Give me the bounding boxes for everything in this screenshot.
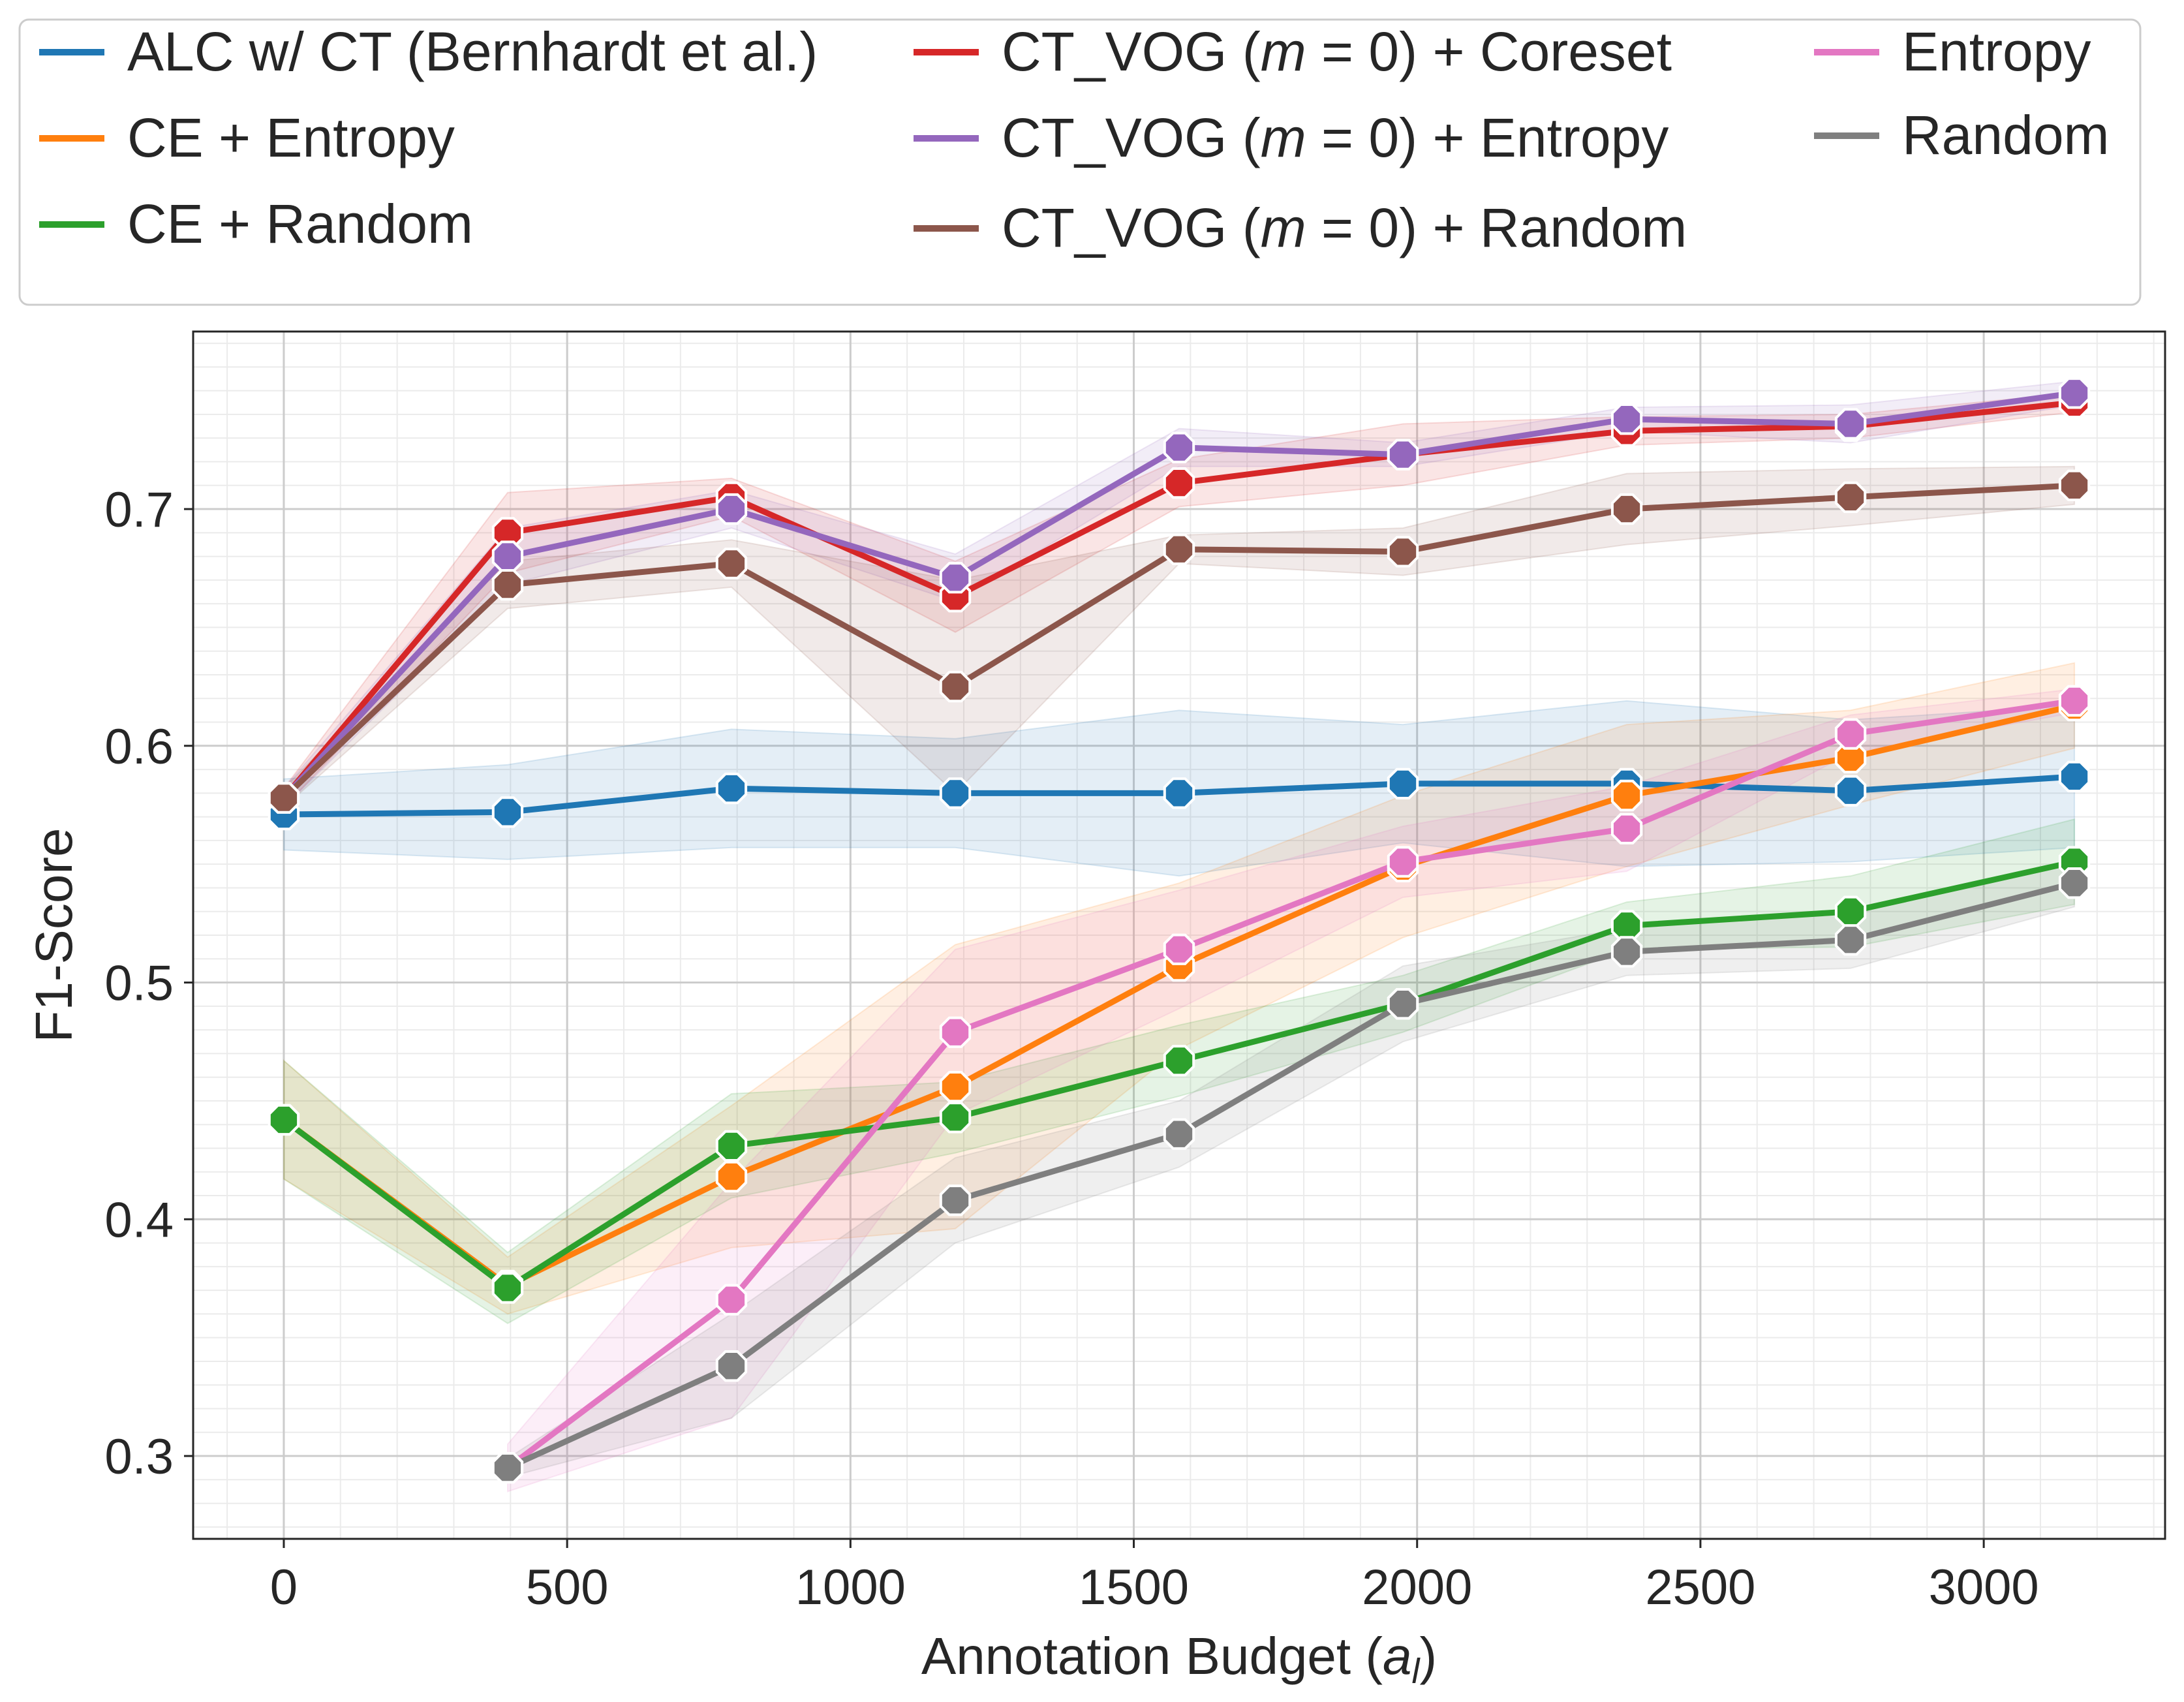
point-alc-w-ct-bernhardt-et-al: [1163, 777, 1195, 809]
point-ct-vog-m-0-entropy: [715, 493, 748, 525]
series-markers: [268, 377, 2091, 1484]
point-alc-w-ct-bernhardt-et-al: [715, 772, 748, 805]
point-ce-random: [1610, 910, 1643, 942]
point-random: [1387, 988, 1419, 1020]
point-random: [1834, 924, 1867, 956]
point-ct-vog-m-0-random: [1610, 493, 1643, 525]
point-entropy: [715, 1284, 748, 1316]
x-tick-label: 1000: [795, 1560, 906, 1615]
x-tick-label: 500: [526, 1560, 609, 1615]
line-entropy: [504, 698, 2078, 1471]
legend-frame: [18, 18, 2142, 306]
y-tick-label: 0.6: [104, 719, 174, 775]
legend-label-random: Random: [1902, 104, 2110, 166]
point-ct-vog-m-0-random: [491, 569, 524, 601]
y-tick-label: 0.7: [104, 482, 174, 538]
point-ct-vog-m-0-entropy: [939, 562, 972, 594]
legend-label-part: CT_VOG (: [1002, 197, 1261, 258]
point-ct-vog-m-0-random: [1387, 536, 1419, 568]
legend-label-ce-entropy: CE + Entropy: [127, 107, 455, 168]
y-tick-label: 0.3: [104, 1429, 174, 1485]
y-axis-ticks: 0.3 0.4 0.5 0.6 0.7: [104, 482, 193, 1485]
point-ct-vog-m-0-random: [2058, 469, 2091, 501]
point-ce-random: [939, 1102, 972, 1134]
point-alc-w-ct-bernhardt-et-al: [1387, 767, 1419, 799]
point-ce-entropy: [1834, 741, 1867, 774]
point-entropy: [1610, 812, 1643, 844]
point-ct-vog-m-0-entropy: [491, 540, 524, 572]
minor-grid: [193, 332, 2165, 1539]
point-ct-vog-m-0-entropy: [2058, 377, 2091, 409]
point-ct-vog-m-0-random: [1163, 533, 1195, 565]
point-ct-vog-m-0-random: [939, 670, 972, 703]
point-ce-random: [1834, 895, 1867, 927]
y-axis-label: F1-Score: [25, 828, 83, 1043]
x-tick-label: 0: [270, 1560, 298, 1615]
point-ce-entropy: [939, 1071, 972, 1103]
legend-label-ct-vog-m-0-coreset: CT_VOG (m = 0) + Coreset: [1002, 21, 1672, 82]
legend-label-part: m: [1261, 197, 1306, 258]
point-ce-random: [715, 1130, 748, 1162]
legend-label-ce-random: CE + Random: [127, 193, 473, 255]
point-ce-random: [491, 1272, 524, 1304]
x-tick-label: 1500: [1079, 1560, 1189, 1615]
legend: ALC w/ CT (Bernhardt et al.) CE + Entropy…: [18, 18, 2142, 306]
point-random: [2058, 867, 2091, 899]
legend-label-ct-vog-m-0-random: CT_VOG (m = 0) + Random: [1002, 197, 1687, 258]
x-tick-label: 3000: [1929, 1560, 2039, 1615]
legend-label-part: = 0) + Entropy: [1306, 107, 1669, 168]
point-ct-vog-m-0-random: [715, 548, 748, 580]
point-entropy: [1834, 718, 1867, 750]
point-alc-w-ct-bernhardt-et-al: [491, 796, 524, 828]
point-entropy: [1163, 933, 1195, 965]
point-ce-random: [268, 1104, 300, 1136]
point-ce-entropy: [1610, 779, 1643, 812]
legend-label-part: CT_VOG (: [1002, 107, 1261, 168]
legend-label-alc-w-ct-bernhardt-et-al: ALC w/ CT (Bernhardt et al.): [127, 21, 818, 82]
x-tick-label: 2500: [1645, 1560, 1755, 1615]
point-random: [939, 1184, 972, 1216]
point-ct-vog-m-0-entropy: [1610, 403, 1643, 435]
line-random: [504, 880, 2078, 1471]
point-ce-entropy: [715, 1160, 748, 1193]
point-alc-w-ct-bernhardt-et-al: [1834, 775, 1867, 807]
legend-label-ct-vog-m-0-entropy: CT_VOG (m = 0) + Entropy: [1002, 107, 1669, 168]
point-alc-w-ct-bernhardt-et-al: [2058, 760, 2091, 793]
x-axis-label-close: ): [1420, 1627, 1438, 1685]
x-axis-label-text: Annotation Budget (: [921, 1627, 1383, 1685]
legend-label-part: = 0) + Random: [1306, 197, 1687, 258]
point-ct-vog-m-0-random: [268, 782, 300, 814]
y-tick-label: 0.5: [104, 956, 174, 1012]
point-ct-vog-m-0-coreset: [1163, 467, 1195, 499]
point-alc-w-ct-bernhardt-et-al: [939, 777, 972, 809]
legend-label-part: = 0) + Coreset: [1306, 21, 1672, 82]
legend-label-part: m: [1261, 107, 1306, 168]
point-entropy: [939, 1016, 972, 1048]
plot-frame: [192, 330, 2166, 1540]
x-tick-label: 2000: [1362, 1560, 1472, 1615]
x-axis-label-var: a: [1383, 1627, 1412, 1685]
y-tick-label: 0.4: [104, 1192, 174, 1248]
point-entropy: [2058, 685, 2091, 717]
point-ct-vog-m-0-entropy: [1163, 431, 1195, 463]
point-ct-vog-m-0-entropy: [1387, 439, 1419, 471]
point-ce-random: [1163, 1045, 1195, 1077]
point-ct-vog-m-0-entropy: [1834, 408, 1867, 440]
plot-area: [192, 330, 2166, 1540]
point-random: [1163, 1118, 1195, 1150]
x-axis-ticks: 0 500 1000 1500 2000 2500 3000: [270, 1539, 2039, 1615]
point-random: [491, 1452, 524, 1484]
legend-label-part: m: [1261, 21, 1306, 82]
point-ct-vog-m-0-random: [1834, 481, 1867, 514]
point-random: [1610, 936, 1643, 968]
point-random: [715, 1350, 748, 1382]
legend-label-part: CT_VOG (: [1002, 21, 1261, 82]
point-entropy: [1387, 846, 1419, 878]
x-axis-label: Annotation Budget (al): [921, 1627, 1437, 1691]
x-axis-label-sub: l: [1412, 1652, 1421, 1691]
legend-label-entropy: Entropy: [1902, 21, 2091, 82]
